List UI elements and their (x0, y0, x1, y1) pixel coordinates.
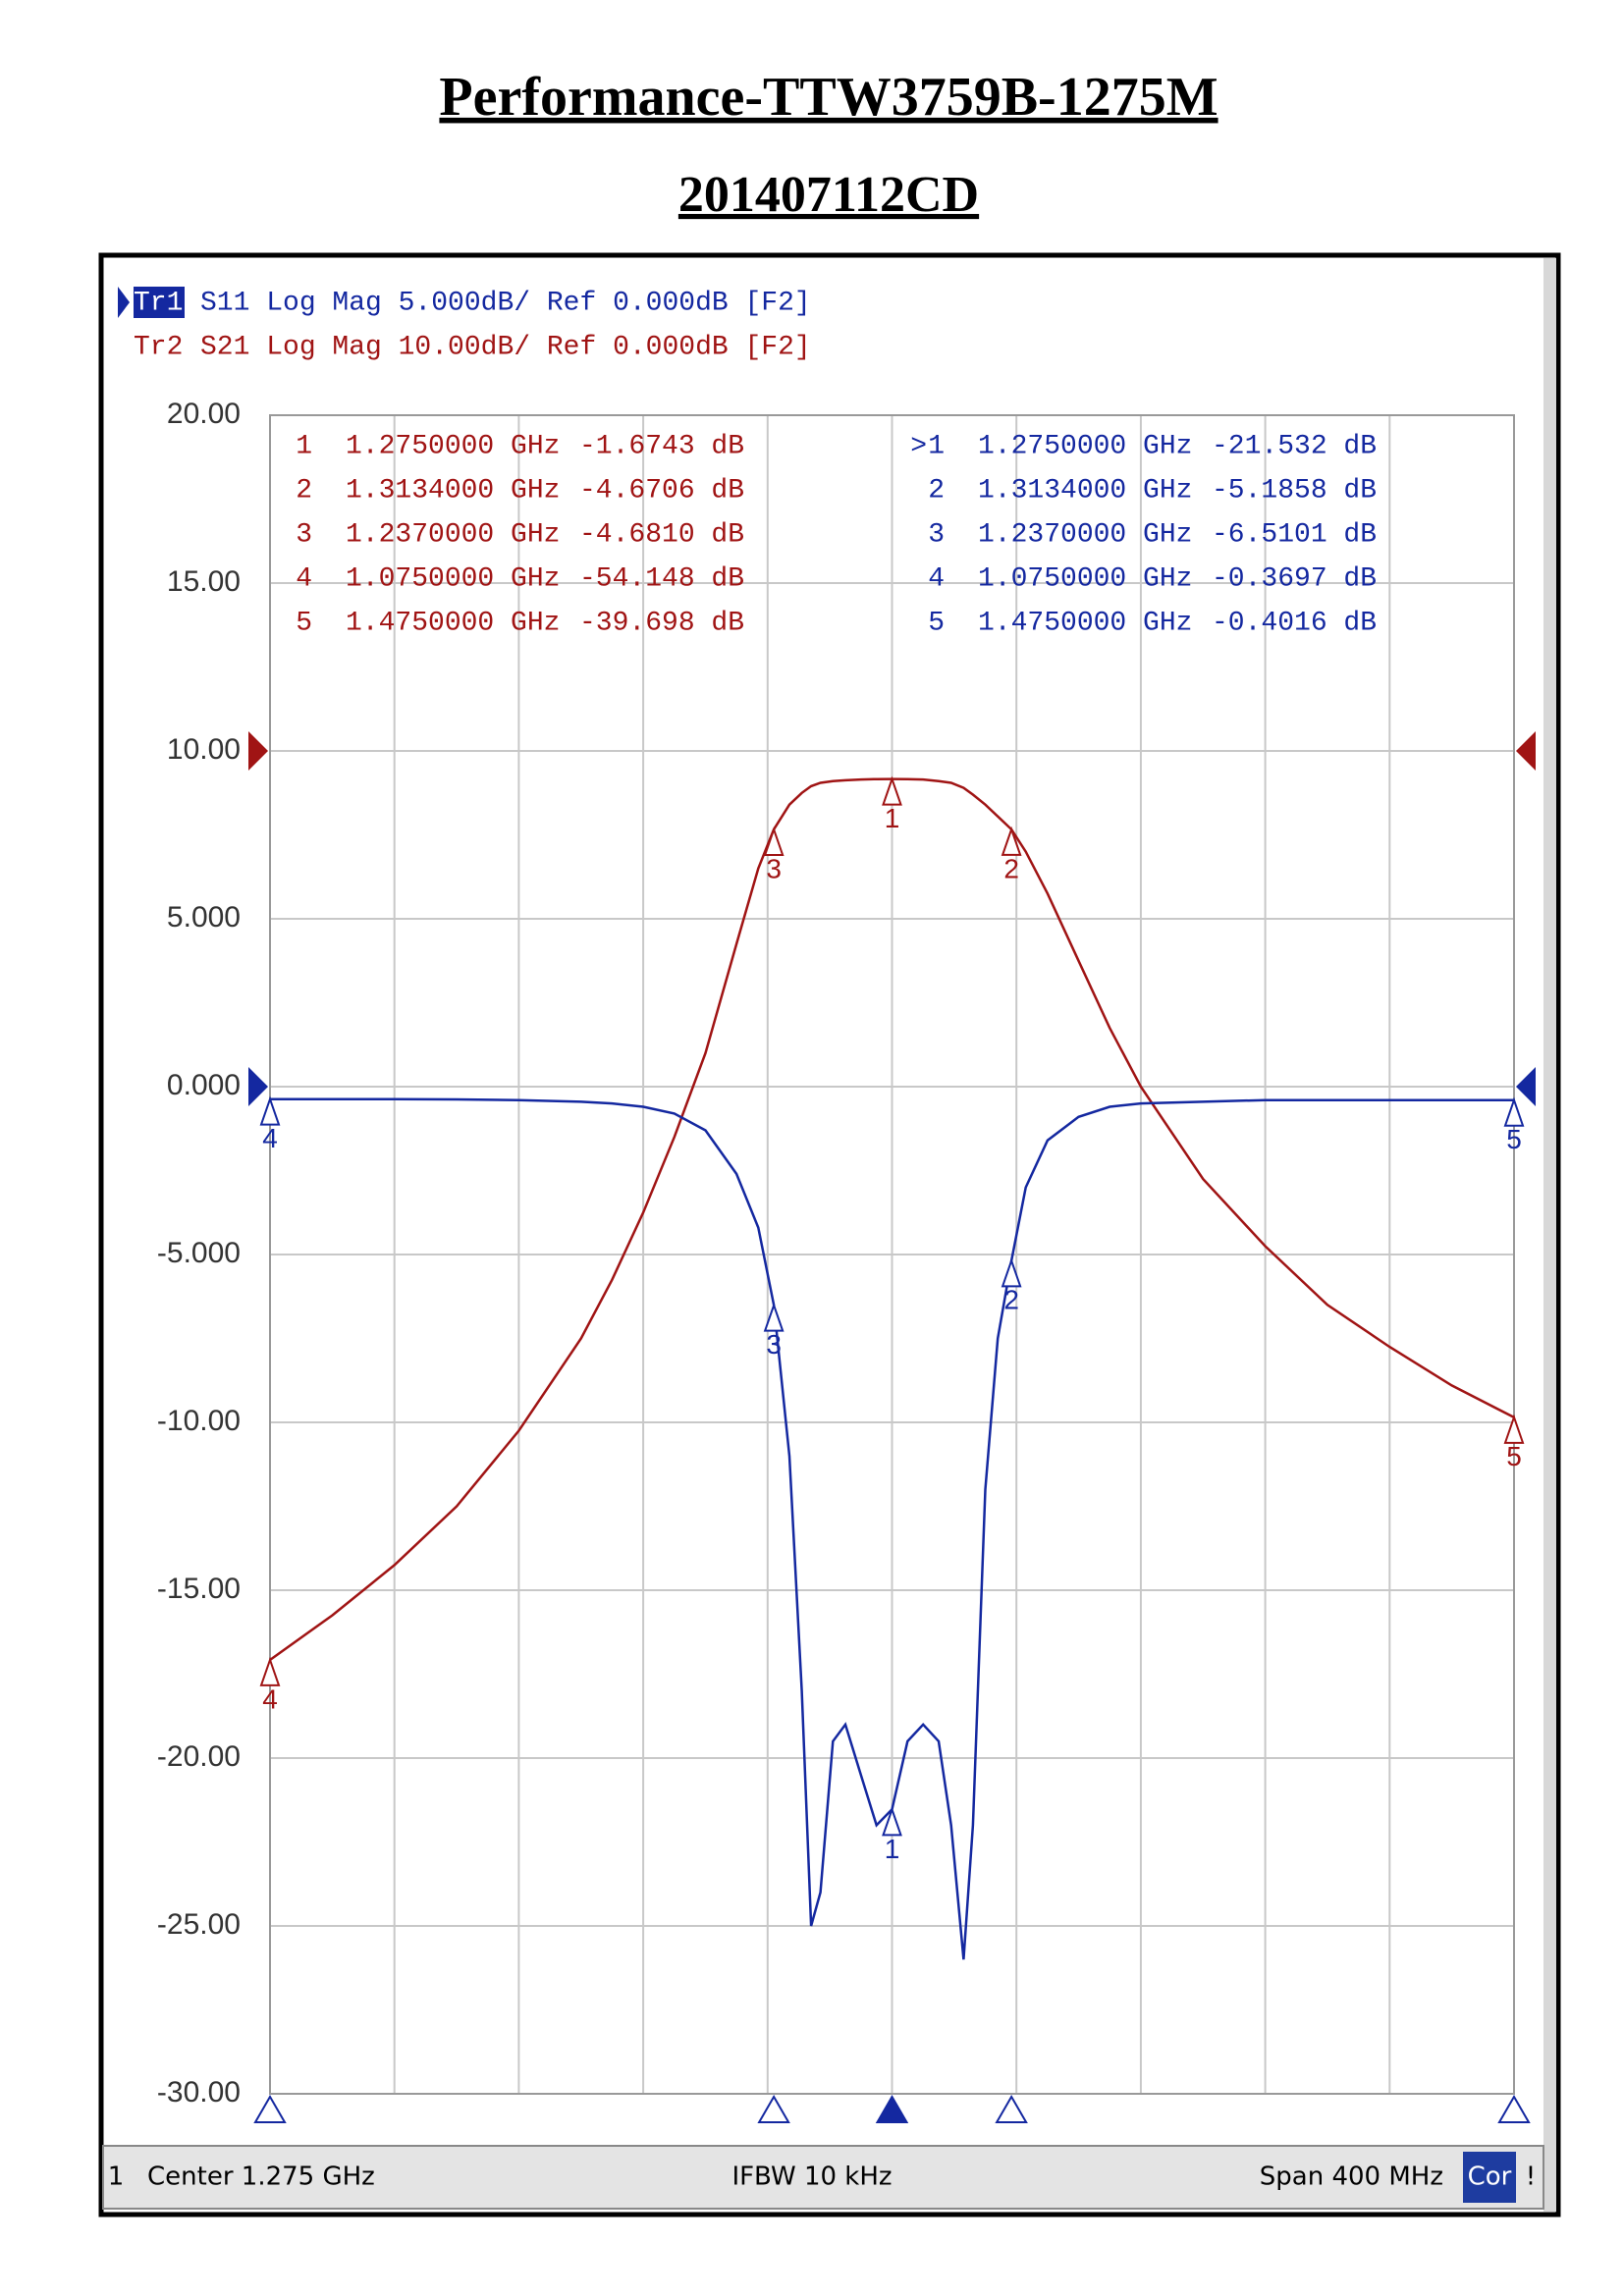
marker-table-freq: 1.0750000 GHz (978, 563, 1192, 594)
y-tick-label: -25.00 (157, 1908, 241, 1941)
marker-table-freq: 1.3134000 GHz (346, 475, 560, 506)
y-tick-label: -20.00 (157, 1740, 241, 1773)
marker-table-freq: 1.4750000 GHz (978, 608, 1192, 638)
marker-table-id: 1 (928, 431, 945, 461)
marker (1001, 1257, 1022, 1288)
active-indicator (118, 287, 130, 318)
stimulus-marker (875, 2094, 909, 2123)
marker-table-freq: 1.4750000 GHz (346, 608, 560, 638)
marker-table-value: -4.6706 dB (579, 475, 744, 506)
marker-id: 4 (262, 1123, 278, 1153)
ifbw: IFBW 10 kHz (731, 2163, 892, 2192)
stimulus-marker (995, 2094, 1028, 2123)
marker-table-id: 4 (296, 563, 312, 594)
page-title: Performance-TTW3759B-1275M (439, 67, 1218, 128)
y-tick-label: -5.000 (157, 1237, 241, 1269)
y-tick-label: -30.00 (157, 2076, 241, 2109)
y-tick-label: 0.000 (167, 1069, 241, 1101)
marker (763, 826, 785, 857)
marker-table-value: -54.148 dB (579, 563, 744, 594)
marker-id: 1 (885, 803, 900, 833)
marker-id: 2 (1003, 853, 1019, 883)
marker (1503, 1414, 1525, 1444)
marker (259, 1656, 281, 1686)
marker-id: 4 (262, 1683, 278, 1714)
stimulus-marker (1497, 2094, 1531, 2123)
marker (1503, 1096, 1525, 1127)
marker-table-id: 4 (928, 563, 945, 594)
marker-table-id: 5 (928, 608, 945, 638)
ref-arrow-left (248, 731, 268, 771)
marker (259, 1095, 281, 1126)
y-tick-label: 15.00 (167, 565, 241, 598)
cor: Cor (1468, 2163, 1512, 2192)
marker-id: 3 (766, 1329, 782, 1360)
trace-line (269, 777, 1515, 1662)
marker-table-freq: 1.2750000 GHz (346, 431, 560, 461)
marker-table-value: -0.3697 dB (1212, 563, 1377, 594)
marker-table-value: -0.4016 dB (1212, 608, 1377, 638)
marker (1001, 826, 1022, 856)
ref-arrow-left (248, 1067, 268, 1106)
marker-table-freq: 1.2370000 GHz (978, 519, 1192, 550)
y-tick-label: 20.00 (167, 398, 241, 430)
screen-bezel (1543, 258, 1556, 2212)
marker-id: 5 (1506, 1124, 1522, 1154)
cor-box (1463, 2152, 1516, 2203)
trace-name: Tr2 (134, 332, 183, 362)
active-prefix: > (910, 431, 927, 461)
marker (882, 775, 902, 806)
marker-table-value: -21.532 dB (1212, 431, 1377, 461)
marker-table-value: -4.6810 dB (579, 519, 744, 550)
marker-table-value: -6.5101 dB (1212, 519, 1377, 550)
status: ! (1526, 2163, 1536, 2192)
trace-name: Tr1 (134, 288, 183, 318)
marker-table-freq: 1.2370000 GHz (346, 519, 560, 550)
channel: 1 (108, 2163, 125, 2192)
status-bar (102, 2145, 1544, 2210)
marker-table-id: 3 (928, 519, 945, 550)
marker (763, 1302, 785, 1332)
page-subtitle: 201407112CD (678, 167, 979, 223)
trace-label: S11 Log Mag 5.000dB/ Ref 0.000dB [F2] (200, 288, 811, 318)
stimulus-marker (253, 2094, 287, 2123)
marker-table-id: 2 (296, 475, 312, 506)
span: Span 400 MHz (1260, 2163, 1443, 2192)
marker-table-id: 1 (296, 431, 312, 461)
trace-label: S21 Log Mag 10.00dB/ Ref 0.000dB [F2] (200, 332, 811, 362)
marker-table-freq: 1.3134000 GHz (978, 475, 1192, 506)
marker (882, 1806, 902, 1837)
marker-table-id: 5 (296, 608, 312, 638)
y-tick-label: -10.00 (157, 1405, 241, 1437)
center: Center 1.275 GHz (147, 2163, 375, 2192)
marker-id: 3 (766, 853, 782, 883)
plot-border (269, 414, 1515, 2095)
marker-id: 5 (1506, 1441, 1522, 1471)
marker-table-value: -5.1858 dB (1212, 475, 1377, 506)
ref-arrow-right (1516, 1067, 1536, 1106)
marker-table-freq: 1.0750000 GHz (346, 563, 560, 594)
ref-arrow-right (1516, 731, 1536, 771)
active-trace-box (134, 287, 185, 318)
marker-table-id: 3 (296, 519, 312, 550)
y-tick-label: 5.000 (167, 901, 241, 934)
trace-line (270, 1097, 1514, 1960)
y-tick-label: 10.00 (167, 733, 241, 766)
marker-id: 2 (1003, 1285, 1019, 1315)
marker-table-id: 2 (928, 475, 945, 506)
stimulus-marker (757, 2094, 790, 2123)
marker-table-value: -1.6743 dB (579, 431, 744, 461)
marker-table-value: -39.698 dB (579, 608, 744, 638)
y-tick-label: -15.00 (157, 1573, 241, 1605)
marker-table-freq: 1.2750000 GHz (978, 431, 1192, 461)
marker-id: 1 (885, 1834, 900, 1864)
screen-frame (98, 252, 1561, 2217)
